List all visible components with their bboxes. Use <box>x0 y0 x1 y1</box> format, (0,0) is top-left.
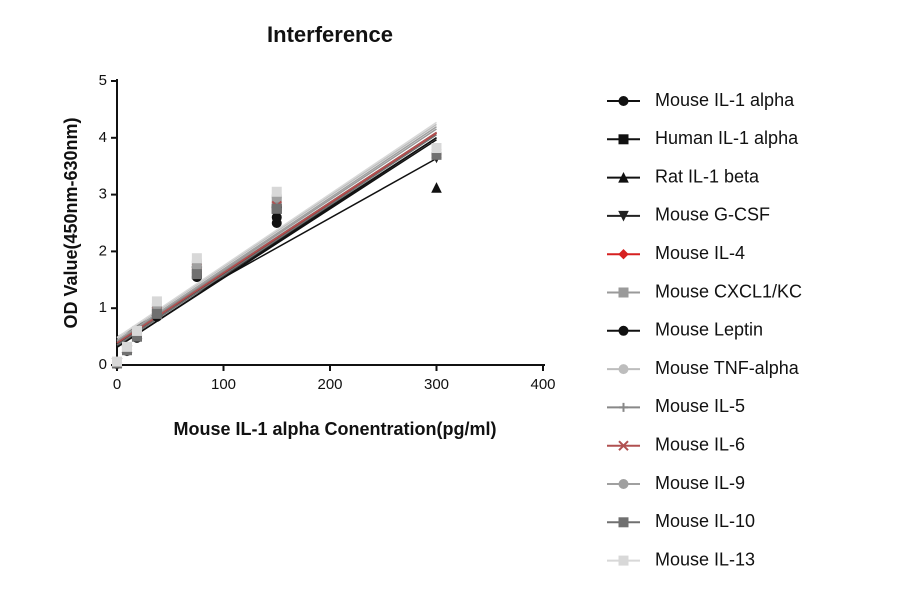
legend-label: Rat IL-1 beta <box>655 166 760 186</box>
point <box>151 308 162 319</box>
point <box>431 143 442 154</box>
legend-label: Mouse IL-6 <box>655 434 745 454</box>
point <box>131 325 142 336</box>
y-tick-label: 3 <box>99 186 107 203</box>
legend-marker <box>618 287 629 298</box>
point <box>191 269 202 280</box>
legend-label: Mouse Leptin <box>655 320 763 340</box>
point <box>271 203 282 214</box>
legend-marker <box>618 248 629 260</box>
legend-marker <box>618 440 629 451</box>
legend-marker <box>618 134 629 145</box>
legend-label: Mouse IL-1 alpha <box>655 90 795 110</box>
fit-line <box>116 137 437 348</box>
legend-label: Mouse IL-10 <box>655 511 755 531</box>
legend-marker <box>618 210 629 222</box>
legend-label: Mouse IL-5 <box>655 396 745 416</box>
point <box>431 182 442 193</box>
x-tick-label: 0 <box>113 376 121 393</box>
legend-label: Mouse G-CSF <box>655 205 770 225</box>
fit-line <box>116 123 437 339</box>
point <box>112 356 122 367</box>
fit-line <box>116 134 437 346</box>
fit-line <box>116 121 437 339</box>
x-tick-label: 100 <box>211 376 236 393</box>
legend-marker <box>618 96 629 106</box>
legend-marker <box>618 364 629 375</box>
point <box>151 296 162 307</box>
x-tick-label: 400 <box>530 376 555 393</box>
y-tick-label: 1 <box>99 299 107 316</box>
chart-title: Interference <box>267 22 393 47</box>
x-tick-label: 300 <box>424 376 449 393</box>
legend-marker <box>619 402 628 412</box>
legend-marker <box>618 555 629 566</box>
fit-line <box>116 128 437 342</box>
legend-marker <box>618 479 629 489</box>
y-tick-label: 2 <box>99 242 107 259</box>
point <box>271 212 282 223</box>
fit-line <box>116 126 437 342</box>
legend-label: Mouse TNF-alpha <box>655 358 800 378</box>
legend-label: Mouse CXCL1/KC <box>655 281 802 301</box>
legend-marker <box>618 171 629 183</box>
point <box>191 253 202 264</box>
legend-marker <box>618 517 629 528</box>
legend-label: Mouse IL-9 <box>655 473 745 493</box>
y-tick-label: 0 <box>99 356 107 373</box>
y-tick-label: 4 <box>99 129 107 146</box>
fit-line <box>116 131 437 344</box>
legend-label: Mouse IL-13 <box>655 549 755 569</box>
legend-label: Human IL-1 alpha <box>655 128 799 148</box>
y-tick-label: 5 <box>99 72 107 89</box>
x-axis-label: Mouse IL-1 alpha Conentration(pg/ml) <box>174 419 497 439</box>
legend-label: Mouse IL-4 <box>655 243 745 263</box>
x-tick-label: 200 <box>317 376 342 393</box>
y-axis-label: OD Value(450nm-630nm) <box>61 117 81 328</box>
point <box>271 186 282 197</box>
point <box>121 341 132 352</box>
legend-marker <box>618 325 629 336</box>
